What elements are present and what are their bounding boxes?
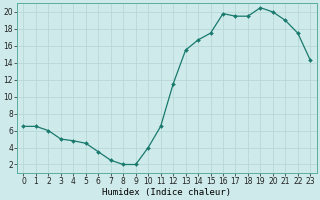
X-axis label: Humidex (Indice chaleur): Humidex (Indice chaleur) bbox=[102, 188, 231, 197]
